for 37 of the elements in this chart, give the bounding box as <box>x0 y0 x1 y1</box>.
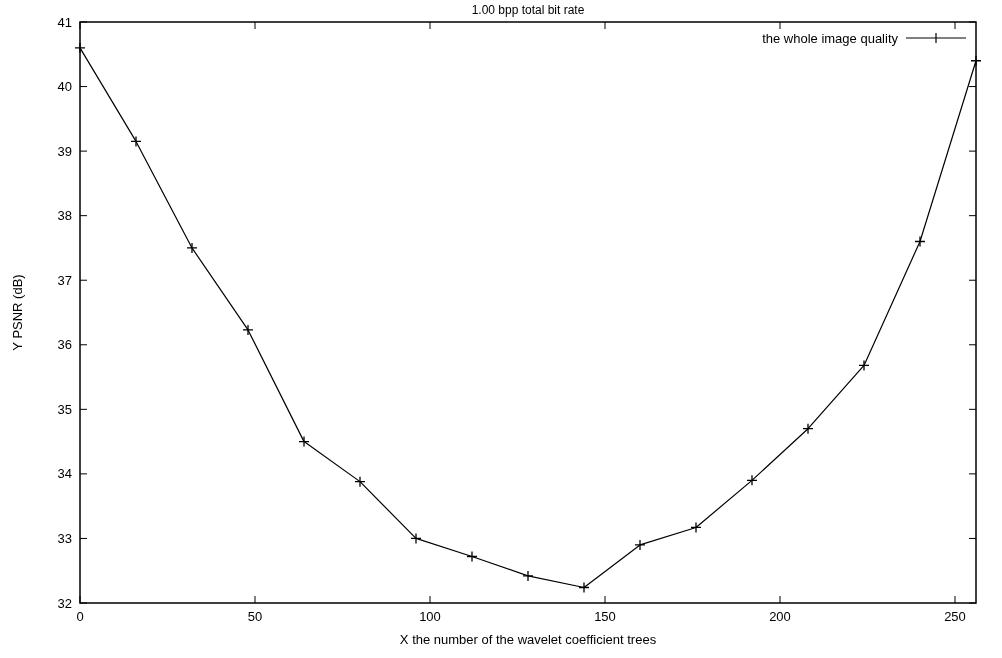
point <box>410 532 422 545</box>
y-tick-label: 41 <box>57 14 72 30</box>
y-tick-label: 36 <box>57 337 72 353</box>
x-tick-label: 150 <box>594 609 616 624</box>
y-tick-label: 32 <box>57 595 72 611</box>
point <box>354 475 366 488</box>
point <box>186 242 198 254</box>
y-tick-label: 38 <box>57 208 72 224</box>
y-axis-title: Y PSNR (dB) <box>10 274 25 351</box>
point <box>914 235 926 248</box>
point <box>634 539 646 551</box>
point <box>746 474 758 486</box>
point <box>858 359 870 372</box>
x-tick-label: 50 <box>247 609 263 624</box>
y-tick-label: 34 <box>57 466 72 482</box>
point <box>522 570 534 582</box>
y-tick-label: 37 <box>57 272 72 288</box>
x-axis-title: X the number of the wavelet coefficient trees <box>399 632 657 647</box>
y-tick-label: 33 <box>57 530 72 546</box>
point <box>802 423 814 435</box>
point <box>298 435 310 448</box>
point <box>578 581 590 594</box>
chart-title: 1.00 bpp total bit rate <box>471 3 585 17</box>
y-tick-label: 40 <box>57 79 72 95</box>
y-tick-label: 39 <box>57 143 72 159</box>
point <box>970 55 982 67</box>
x-tick-label: 200 <box>769 609 791 624</box>
legend-label: the whole image quality <box>762 30 899 46</box>
x-tick-label: 100 <box>419 609 441 624</box>
point <box>242 324 254 336</box>
y-tick-label: 35 <box>57 401 72 417</box>
point <box>466 550 478 563</box>
x-tick-label: 0 <box>76 609 84 624</box>
point <box>74 42 86 54</box>
point <box>130 135 142 148</box>
point <box>690 521 702 534</box>
x-tick-label: 250 <box>944 609 966 624</box>
